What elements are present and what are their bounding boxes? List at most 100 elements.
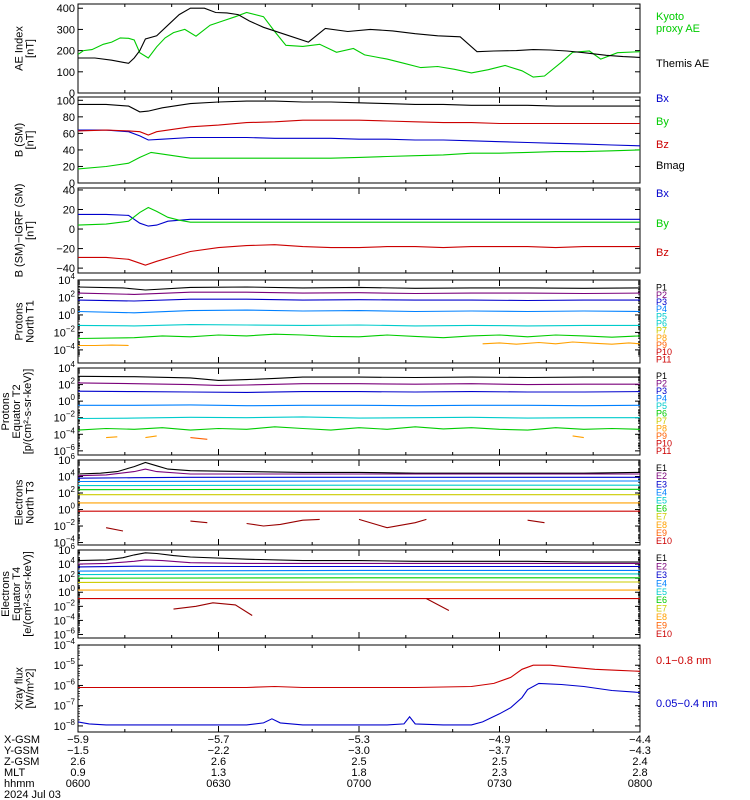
y-tick-label: 10−2 <box>54 410 76 425</box>
legend-label: P8 <box>656 333 667 343</box>
y-axis-label: ProtonsNorth T1 <box>14 300 37 343</box>
legend-label: Bx <box>656 188 669 200</box>
series-line-p1 <box>78 375 640 381</box>
series-line-e2 <box>78 468 640 477</box>
series-line-p8 <box>78 341 640 347</box>
legend-label: P8 <box>656 424 667 434</box>
y-tick-label: 106 <box>58 542 75 557</box>
ephemeris-value: 2.4 <box>632 756 647 768</box>
legend-label: E2 <box>656 562 667 572</box>
series-line-p6 <box>78 426 640 431</box>
ephemeris-value: 2.5 <box>351 756 366 768</box>
ephemeris-value: 0700 <box>347 778 371 790</box>
series-line-p4 <box>78 309 640 314</box>
y-tick-label: 100 <box>58 502 75 517</box>
ephemeris-value: 1.3 <box>211 767 226 779</box>
plot-frame <box>77 367 641 456</box>
legend-label: P10 <box>656 439 672 449</box>
legend-label: P11 <box>656 354 671 364</box>
ephemeris-value: −4.9 <box>489 734 511 746</box>
ephemeris-row-label: X-GSM <box>4 734 40 746</box>
ephemeris-value: 2.6 <box>70 756 85 768</box>
y-tick-label: 10−6 <box>54 626 76 641</box>
plot-frame <box>77 644 641 733</box>
ephemeris-value: 2.3 <box>492 767 507 779</box>
ephemeris-value: −5.9 <box>67 734 89 746</box>
series-line-bz <box>78 119 640 136</box>
y-tick-label: 102 <box>58 485 75 500</box>
y-tick-label: −20 <box>56 244 75 256</box>
legend-label: P11 <box>656 446 671 456</box>
ephemeris-row-label: 2024 Jul 03 <box>4 789 61 800</box>
y-tick-label: −40 <box>56 263 75 275</box>
y-tick-label: 60 <box>63 128 75 140</box>
ephemeris-value: −1.5 <box>67 745 89 757</box>
legend-label: 0.05−0.4 nm <box>656 698 717 710</box>
y-axis-label: B (SM)−IGRF (SM)[nT] <box>14 184 37 278</box>
panel-3: −40 −20 0 20 40 B (SM)−IGRF (SM)[nT] Bx By Bz <box>14 184 670 278</box>
series-line-e5 <box>78 573 640 576</box>
y-tick-label: 20 <box>63 161 75 173</box>
legend-label: P9 <box>656 431 667 441</box>
legend-label: E6 <box>656 504 667 514</box>
y-tick-label: 104 <box>58 272 75 287</box>
y-tick-label: 102 <box>58 289 75 304</box>
series-line-p4 <box>78 404 640 407</box>
y-tick-label: 10−4 <box>54 612 76 627</box>
ephemeris-value: −2.2 <box>208 745 230 757</box>
legend-label: P10 <box>656 347 672 357</box>
legend-label: P1 <box>656 283 667 293</box>
legend-label: Themis AE <box>656 58 709 70</box>
y-tick-label: 104 <box>58 556 75 571</box>
y-tick-label: 20 <box>63 204 75 216</box>
series-line-p2 <box>78 291 640 295</box>
legend-label: E10 <box>656 536 672 546</box>
series-line-bz <box>78 244 640 266</box>
series-line-e4 <box>78 480 640 483</box>
y-tick-label: 104 <box>58 360 75 375</box>
y-axis-label: Xray flux[W/m^2] <box>14 667 37 710</box>
legend-label: E10 <box>656 629 672 639</box>
y-axis-label: AE Index[nT] <box>14 26 37 71</box>
legend-label: E4 <box>656 487 667 497</box>
legend-label: E1 <box>656 553 667 563</box>
series-line-kyoto-proxy-ae <box>78 11 640 78</box>
y-tick-label: 100 <box>57 95 75 107</box>
legend-label: E6 <box>656 595 667 605</box>
y-tick-label: 80 <box>63 112 75 124</box>
y-tick-label: 300 <box>57 24 75 36</box>
legend-label: proxy AE <box>656 23 700 35</box>
legend-label: P7 <box>656 416 667 426</box>
y-tick-label: 0 <box>69 178 75 190</box>
ephemeris-value: 2.5 <box>492 756 507 768</box>
y-tick-label: 10−6 <box>54 443 76 458</box>
legend-label: P7 <box>656 326 667 336</box>
ephemeris-row-label: hhmm <box>4 778 35 790</box>
legend-label: E5 <box>656 587 667 597</box>
y-axis-label: ElectronsNorth T3 <box>14 479 37 525</box>
ephemeris-row-label: Z-GSM <box>4 756 39 768</box>
panel-2: 0 20 40 60 80 100 B (SM)[nT] Bx By Bz Bmag <box>14 93 685 190</box>
y-tick-label: 10−2 <box>54 598 76 613</box>
y-tick-label: 10−4 <box>54 342 76 357</box>
legend-label: E8 <box>656 612 667 622</box>
series-line-bx <box>78 129 640 147</box>
series-line-bmag <box>78 100 640 113</box>
y-tick-label: 10−4 <box>54 426 76 441</box>
series-line-p1 <box>78 286 640 291</box>
ephemeris-value: 0800 <box>628 778 652 790</box>
legend-label: E7 <box>656 604 667 614</box>
series-line-p5 <box>78 416 640 420</box>
legend-label: P6 <box>656 319 667 329</box>
ephemeris-value: 2.8 <box>632 767 647 779</box>
y-tick-label: 100 <box>57 67 75 79</box>
y-tick-label: 10−5 <box>54 657 76 672</box>
legend-label: P5 <box>656 401 667 411</box>
y-tick-label: 40 <box>63 185 75 197</box>
ephemeris-value: 1.8 <box>351 767 366 779</box>
legend-label: E3 <box>656 479 667 489</box>
legend-label: Bz <box>656 247 669 259</box>
legend-label: E1 <box>656 463 667 473</box>
